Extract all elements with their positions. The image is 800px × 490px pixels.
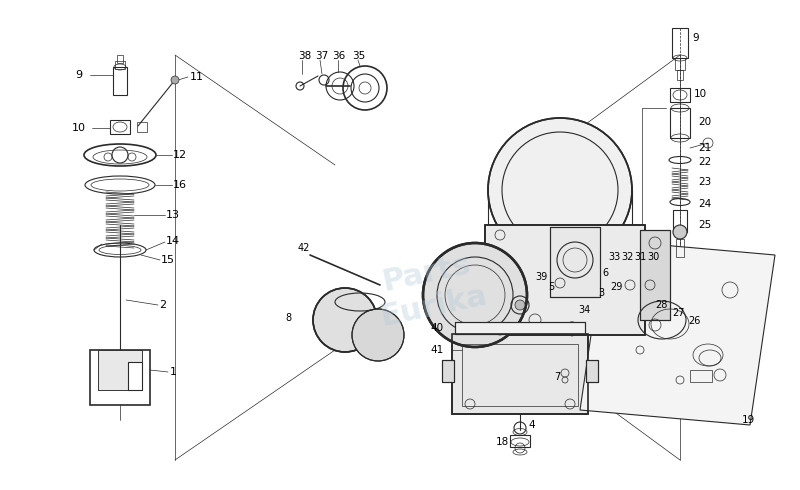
Text: Parts
Eurika: Parts Eurika bbox=[370, 248, 490, 332]
Bar bbox=[670, 108, 690, 138]
Text: 10: 10 bbox=[72, 123, 86, 133]
Text: 9: 9 bbox=[75, 70, 82, 80]
Text: 28: 28 bbox=[655, 300, 667, 310]
Circle shape bbox=[515, 300, 525, 310]
Bar bbox=[128, 362, 142, 390]
Text: 4: 4 bbox=[528, 420, 534, 430]
Text: 2: 2 bbox=[159, 300, 166, 310]
Bar bbox=[452, 334, 588, 414]
Text: 40: 40 bbox=[430, 323, 443, 333]
Bar bbox=[510, 435, 530, 447]
Circle shape bbox=[488, 118, 632, 262]
Text: 27: 27 bbox=[672, 308, 685, 318]
Text: 33: 33 bbox=[608, 252, 620, 262]
Text: 42: 42 bbox=[298, 243, 310, 253]
Text: 30: 30 bbox=[647, 252, 659, 262]
Text: 22: 22 bbox=[698, 157, 711, 167]
Text: 34: 34 bbox=[578, 305, 590, 315]
Bar bbox=[670, 88, 690, 102]
Text: 18: 18 bbox=[496, 437, 510, 447]
Text: 12: 12 bbox=[173, 150, 187, 160]
Bar bbox=[452, 334, 588, 414]
Text: 8: 8 bbox=[285, 313, 291, 323]
Bar bbox=[98, 350, 142, 390]
Text: 21: 21 bbox=[698, 143, 711, 153]
Bar bbox=[690, 370, 712, 382]
Circle shape bbox=[673, 225, 687, 239]
Bar bbox=[455, 322, 585, 334]
Text: 35: 35 bbox=[352, 51, 366, 61]
Text: 39: 39 bbox=[535, 272, 547, 282]
Text: 15: 15 bbox=[161, 255, 175, 265]
Text: 16: 16 bbox=[173, 180, 187, 190]
Text: 13: 13 bbox=[166, 210, 180, 220]
Bar bbox=[110, 120, 130, 134]
Polygon shape bbox=[580, 240, 775, 425]
Text: 3: 3 bbox=[598, 288, 604, 298]
Bar bbox=[115, 61, 125, 69]
Bar bbox=[98, 350, 142, 390]
Bar bbox=[462, 344, 578, 406]
Circle shape bbox=[423, 243, 527, 347]
Text: 14: 14 bbox=[166, 236, 180, 246]
Text: 10: 10 bbox=[694, 89, 707, 99]
Text: 5: 5 bbox=[548, 282, 554, 292]
Circle shape bbox=[313, 288, 377, 352]
Text: 29: 29 bbox=[610, 282, 622, 292]
Bar bbox=[485, 225, 645, 335]
Text: 26: 26 bbox=[688, 316, 700, 326]
Text: 31: 31 bbox=[634, 252, 646, 262]
Bar bbox=[550, 227, 600, 297]
Bar bbox=[550, 227, 600, 297]
Bar bbox=[442, 360, 454, 382]
Bar bbox=[640, 230, 670, 320]
Bar bbox=[117, 55, 123, 63]
Bar bbox=[677, 70, 683, 80]
Text: 9: 9 bbox=[692, 33, 698, 43]
Bar bbox=[128, 362, 142, 390]
Text: 23: 23 bbox=[698, 177, 711, 187]
Circle shape bbox=[171, 76, 179, 84]
Text: 38: 38 bbox=[298, 51, 311, 61]
Bar bbox=[137, 122, 147, 132]
Text: 24: 24 bbox=[698, 199, 711, 209]
Bar bbox=[640, 230, 670, 320]
Text: 7: 7 bbox=[554, 372, 560, 382]
Bar bbox=[485, 225, 645, 335]
Text: 37: 37 bbox=[315, 51, 328, 61]
Bar bbox=[442, 360, 454, 382]
Circle shape bbox=[352, 309, 404, 361]
Bar bbox=[675, 58, 685, 70]
Text: 20: 20 bbox=[698, 117, 711, 127]
Bar bbox=[586, 360, 598, 382]
Bar bbox=[113, 67, 127, 95]
Bar bbox=[586, 360, 598, 382]
Text: 19: 19 bbox=[742, 415, 755, 425]
Text: 11: 11 bbox=[190, 72, 204, 82]
Text: 6: 6 bbox=[602, 268, 608, 278]
Bar bbox=[676, 239, 684, 257]
Text: 25: 25 bbox=[698, 220, 711, 230]
Bar bbox=[90, 350, 150, 405]
Text: 41: 41 bbox=[430, 345, 443, 355]
Text: 36: 36 bbox=[332, 51, 346, 61]
Bar bbox=[455, 322, 585, 334]
Bar bbox=[673, 210, 687, 232]
Text: 32: 32 bbox=[621, 252, 634, 262]
Text: 1: 1 bbox=[170, 367, 177, 377]
Bar bbox=[672, 28, 688, 58]
